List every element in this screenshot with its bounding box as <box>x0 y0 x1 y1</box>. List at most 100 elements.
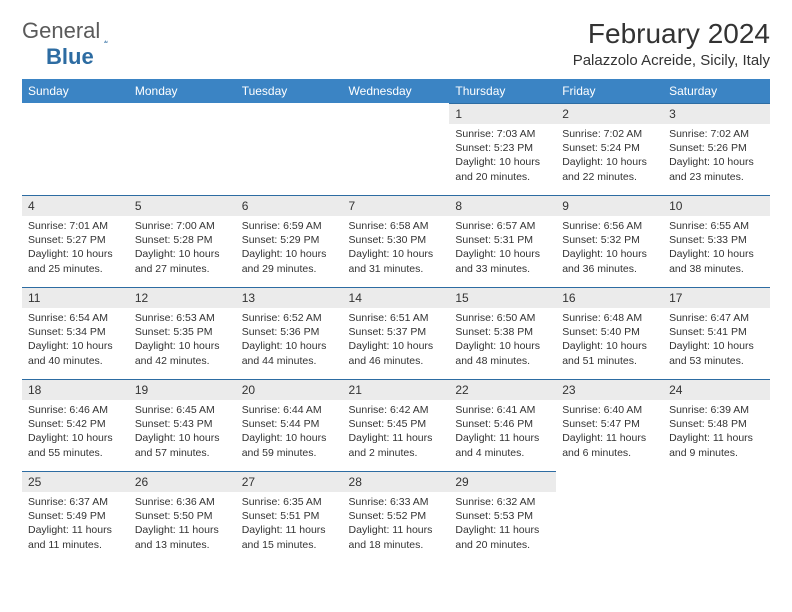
header: General February 2024 Palazzolo Acreide,… <box>22 18 770 69</box>
sunrise-text: Sunrise: 6:44 AM <box>242 403 337 417</box>
daylight-text: Daylight: 10 hours and 53 minutes. <box>669 339 764 367</box>
day-number: 22 <box>449 379 556 400</box>
sunrise-text: Sunrise: 6:32 AM <box>455 495 550 509</box>
calendar-day: 2Sunrise: 7:02 AMSunset: 5:24 PMDaylight… <box>556 103 663 195</box>
day-number: 1 <box>449 103 556 124</box>
sunset-text: Sunset: 5:50 PM <box>135 509 230 523</box>
day-number: 21 <box>343 379 450 400</box>
day-data: Sunrise: 6:50 AMSunset: 5:38 PMDaylight:… <box>449 308 556 374</box>
sunset-text: Sunset: 5:44 PM <box>242 417 337 431</box>
sunset-text: Sunset: 5:40 PM <box>562 325 657 339</box>
weekday-header: Tuesday <box>236 79 343 103</box>
day-data: Sunrise: 6:54 AMSunset: 5:34 PMDaylight:… <box>22 308 129 374</box>
day-number: 26 <box>129 471 236 492</box>
day-data: Sunrise: 6:51 AMSunset: 5:37 PMDaylight:… <box>343 308 450 374</box>
day-number: 24 <box>663 379 770 400</box>
day-data: Sunrise: 6:35 AMSunset: 5:51 PMDaylight:… <box>236 492 343 558</box>
daylight-text: Daylight: 11 hours and 2 minutes. <box>349 431 444 459</box>
day-data: Sunrise: 6:36 AMSunset: 5:50 PMDaylight:… <box>129 492 236 558</box>
sunset-text: Sunset: 5:41 PM <box>669 325 764 339</box>
daylight-text: Daylight: 10 hours and 31 minutes. <box>349 247 444 275</box>
sunset-text: Sunset: 5:29 PM <box>242 233 337 247</box>
daylight-text: Daylight: 10 hours and 55 minutes. <box>28 431 123 459</box>
calendar-day: 20Sunrise: 6:44 AMSunset: 5:44 PMDayligh… <box>236 379 343 471</box>
daylight-text: Daylight: 10 hours and 38 minutes. <box>669 247 764 275</box>
sunset-text: Sunset: 5:36 PM <box>242 325 337 339</box>
sunrise-text: Sunrise: 6:41 AM <box>455 403 550 417</box>
sunset-text: Sunset: 5:23 PM <box>455 141 550 155</box>
calendar-day: 6Sunrise: 6:59 AMSunset: 5:29 PMDaylight… <box>236 195 343 287</box>
title-block: February 2024 Palazzolo Acreide, Sicily,… <box>573 18 770 69</box>
day-number: 11 <box>22 287 129 308</box>
daylight-text: Daylight: 10 hours and 29 minutes. <box>242 247 337 275</box>
day-data: Sunrise: 6:48 AMSunset: 5:40 PMDaylight:… <box>556 308 663 374</box>
sunrise-text: Sunrise: 6:57 AM <box>455 219 550 233</box>
day-data: Sunrise: 7:02 AMSunset: 5:26 PMDaylight:… <box>663 124 770 190</box>
day-number: 23 <box>556 379 663 400</box>
calendar-day: 9Sunrise: 6:56 AMSunset: 5:32 PMDaylight… <box>556 195 663 287</box>
calendar-week: 18Sunrise: 6:46 AMSunset: 5:42 PMDayligh… <box>22 379 770 471</box>
sunset-text: Sunset: 5:37 PM <box>349 325 444 339</box>
sunrise-text: Sunrise: 6:39 AM <box>669 403 764 417</box>
calendar-day: 15Sunrise: 6:50 AMSunset: 5:38 PMDayligh… <box>449 287 556 379</box>
calendar-day: 1Sunrise: 7:03 AMSunset: 5:23 PMDaylight… <box>449 103 556 195</box>
sunrise-text: Sunrise: 6:56 AM <box>562 219 657 233</box>
sunset-text: Sunset: 5:30 PM <box>349 233 444 247</box>
weekday-header: Friday <box>556 79 663 103</box>
sunrise-text: Sunrise: 6:54 AM <box>28 311 123 325</box>
day-number: 28 <box>343 471 450 492</box>
sunset-text: Sunset: 5:34 PM <box>28 325 123 339</box>
day-number: 5 <box>129 195 236 216</box>
daylight-text: Daylight: 10 hours and 40 minutes. <box>28 339 123 367</box>
day-number: 6 <box>236 195 343 216</box>
day-number: 27 <box>236 471 343 492</box>
month-title: February 2024 <box>573 18 770 50</box>
sunset-text: Sunset: 5:43 PM <box>135 417 230 431</box>
calendar-day <box>129 103 236 195</box>
day-number: 13 <box>236 287 343 308</box>
calendar-day: 13Sunrise: 6:52 AMSunset: 5:36 PMDayligh… <box>236 287 343 379</box>
calendar-day: 29Sunrise: 6:32 AMSunset: 5:53 PMDayligh… <box>449 471 556 563</box>
day-data: Sunrise: 6:33 AMSunset: 5:52 PMDaylight:… <box>343 492 450 558</box>
calendar-day: 14Sunrise: 6:51 AMSunset: 5:37 PMDayligh… <box>343 287 450 379</box>
daylight-text: Daylight: 10 hours and 23 minutes. <box>669 155 764 183</box>
sunset-text: Sunset: 5:52 PM <box>349 509 444 523</box>
calendar-day: 22Sunrise: 6:41 AMSunset: 5:46 PMDayligh… <box>449 379 556 471</box>
day-number: 25 <box>22 471 129 492</box>
day-data: Sunrise: 6:45 AMSunset: 5:43 PMDaylight:… <box>129 400 236 466</box>
calendar-day: 27Sunrise: 6:35 AMSunset: 5:51 PMDayligh… <box>236 471 343 563</box>
daylight-text: Daylight: 11 hours and 6 minutes. <box>562 431 657 459</box>
day-data: Sunrise: 6:58 AMSunset: 5:30 PMDaylight:… <box>343 216 450 282</box>
calendar-day: 26Sunrise: 6:36 AMSunset: 5:50 PMDayligh… <box>129 471 236 563</box>
brand-general: General <box>22 18 100 44</box>
calendar-day: 24Sunrise: 6:39 AMSunset: 5:48 PMDayligh… <box>663 379 770 471</box>
sunset-text: Sunset: 5:31 PM <box>455 233 550 247</box>
sunset-text: Sunset: 5:45 PM <box>349 417 444 431</box>
day-number: 8 <box>449 195 556 216</box>
sunset-text: Sunset: 5:28 PM <box>135 233 230 247</box>
day-data: Sunrise: 6:59 AMSunset: 5:29 PMDaylight:… <box>236 216 343 282</box>
day-number: 12 <box>129 287 236 308</box>
sunrise-text: Sunrise: 7:01 AM <box>28 219 123 233</box>
day-data: Sunrise: 6:40 AMSunset: 5:47 PMDaylight:… <box>556 400 663 466</box>
daylight-text: Daylight: 11 hours and 18 minutes. <box>349 523 444 551</box>
sunrise-text: Sunrise: 6:47 AM <box>669 311 764 325</box>
daylight-text: Daylight: 10 hours and 57 minutes. <box>135 431 230 459</box>
sunset-text: Sunset: 5:32 PM <box>562 233 657 247</box>
daylight-text: Daylight: 10 hours and 59 minutes. <box>242 431 337 459</box>
daylight-text: Daylight: 10 hours and 42 minutes. <box>135 339 230 367</box>
sunrise-text: Sunrise: 6:40 AM <box>562 403 657 417</box>
calendar-day: 23Sunrise: 6:40 AMSunset: 5:47 PMDayligh… <box>556 379 663 471</box>
calendar-day: 11Sunrise: 6:54 AMSunset: 5:34 PMDayligh… <box>22 287 129 379</box>
day-number: 16 <box>556 287 663 308</box>
brand-logo: General <box>22 18 128 44</box>
day-number: 3 <box>663 103 770 124</box>
calendar-week: 4Sunrise: 7:01 AMSunset: 5:27 PMDaylight… <box>22 195 770 287</box>
day-data: Sunrise: 6:56 AMSunset: 5:32 PMDaylight:… <box>556 216 663 282</box>
calendar-day: 28Sunrise: 6:33 AMSunset: 5:52 PMDayligh… <box>343 471 450 563</box>
day-data: Sunrise: 6:57 AMSunset: 5:31 PMDaylight:… <box>449 216 556 282</box>
calendar-week: 25Sunrise: 6:37 AMSunset: 5:49 PMDayligh… <box>22 471 770 563</box>
calendar-day: 12Sunrise: 6:53 AMSunset: 5:35 PMDayligh… <box>129 287 236 379</box>
day-data: Sunrise: 6:47 AMSunset: 5:41 PMDaylight:… <box>663 308 770 374</box>
weekday-header: Saturday <box>663 79 770 103</box>
